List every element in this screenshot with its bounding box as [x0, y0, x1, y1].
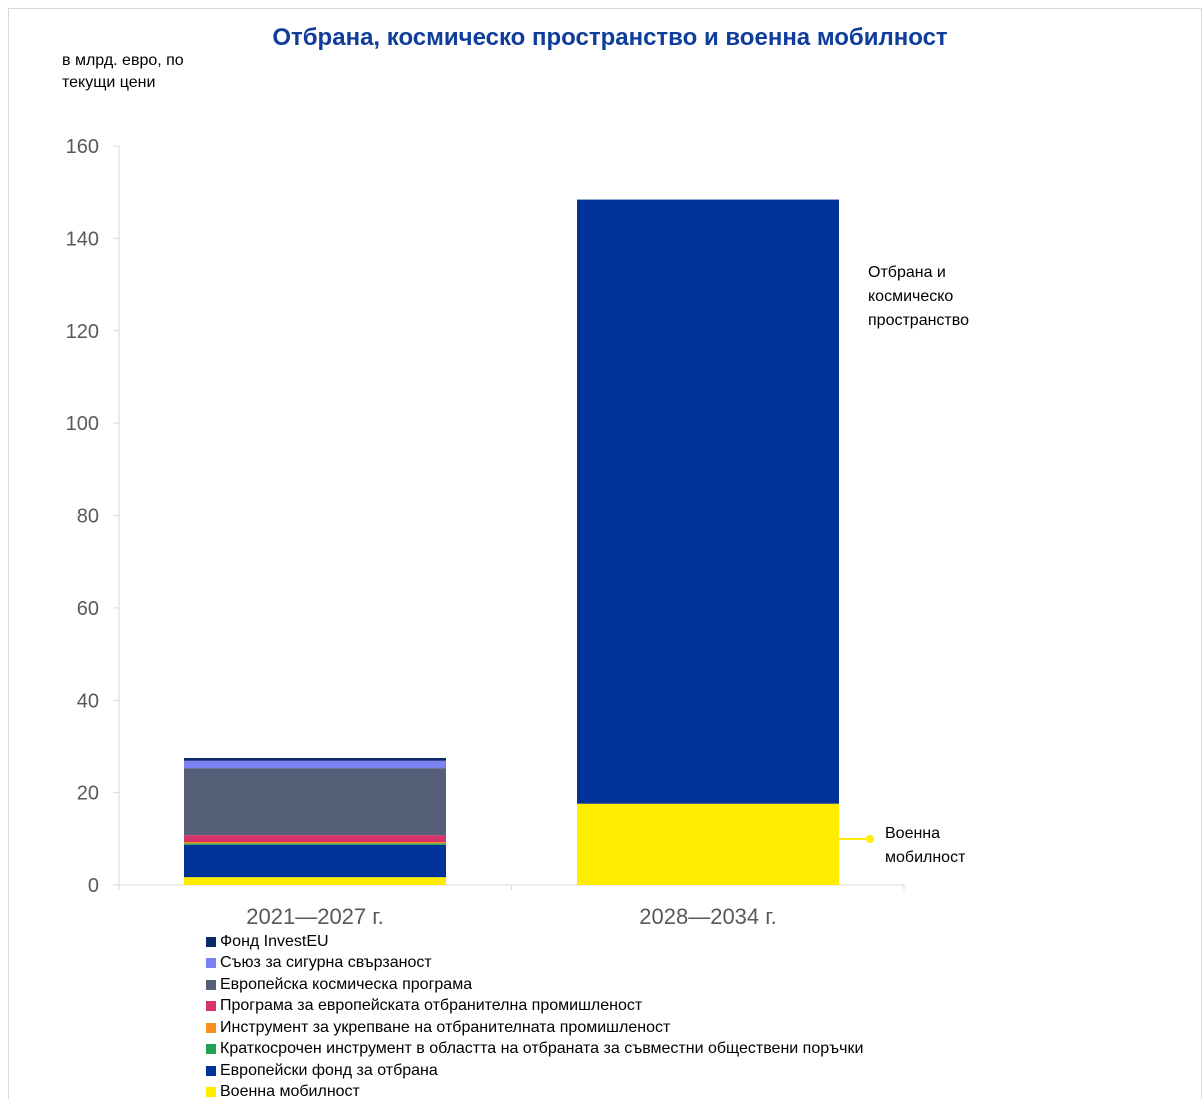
- annotation-military-mobility-line: Военна: [885, 825, 940, 842]
- bar-segment: [184, 758, 446, 761]
- x-tick-label: 2028—2034 г.: [639, 904, 776, 929]
- legend-item: Военна мобилност: [206, 1082, 863, 1103]
- legend-label: Краткосрочен инструмент в областта на от…: [220, 1040, 863, 1058]
- annotation-leader-dot: [866, 835, 874, 843]
- bar-segment: [577, 804, 839, 885]
- annotations-group: Отбрана и космическо пространство Военна моб…: [839, 264, 969, 866]
- annotation-defence-space-line: Отбрана и: [868, 264, 946, 281]
- legend-swatch: [206, 1066, 216, 1076]
- legend-label: Европейска космическа програма: [220, 976, 472, 994]
- legend-item: Съюз за сигурна свързаност: [206, 953, 863, 975]
- y-tick-label: 160: [66, 136, 99, 158]
- y-tick-label: 40: [77, 690, 99, 712]
- legend-item: Европейска космическа програма: [206, 974, 863, 996]
- legend-swatch: [206, 1087, 216, 1097]
- chart-legend: Фонд InvestEU Съюз за сигурна свързаност Е…: [206, 931, 863, 1103]
- bar-segment: [577, 200, 839, 804]
- x-tick-label: 2021—2027 г.: [246, 904, 383, 929]
- bar-segment: [184, 845, 446, 877]
- legend-label: Инструмент за укрепване на отбранителнат…: [220, 1019, 670, 1037]
- legend-item: Фонд InvestEU: [206, 931, 863, 953]
- legend-item: Краткосрочен инструмент в областта на от…: [206, 1039, 863, 1061]
- y-tick-label: 60: [77, 598, 99, 620]
- legend-swatch: [206, 1023, 216, 1033]
- bar-segment: [184, 842, 446, 843]
- legend-label: Съюз за сигурна свързаност: [220, 954, 432, 972]
- legend-item: Инструмент за укрепване на отбранителнат…: [206, 1017, 863, 1039]
- legend-swatch: [206, 1001, 216, 1011]
- bar-segment: [184, 835, 446, 842]
- bar-segment: [184, 877, 446, 885]
- y-tick-label: 80: [77, 506, 99, 528]
- legend-label: Фонд InvestEU: [220, 933, 329, 951]
- y-tick-label: 0: [88, 875, 99, 897]
- bar-segment: [184, 843, 446, 844]
- y-tick-label: 100: [66, 413, 99, 435]
- legend-label: Програма за европейската отбранителна пр…: [220, 997, 642, 1015]
- bar-segment: [184, 768, 446, 835]
- legend-item: Европейски фонд за отбрана: [206, 1060, 863, 1082]
- legend-label: Европейски фонд за отбрана: [220, 1062, 438, 1080]
- legend-swatch: [206, 980, 216, 990]
- bar-segment: [184, 761, 446, 768]
- legend-swatch: [206, 937, 216, 947]
- legend-swatch: [206, 1044, 216, 1054]
- y-tick-label: 120: [66, 321, 99, 343]
- annotation-defence-space-line: космическо: [868, 288, 953, 305]
- bars-group: [184, 200, 839, 885]
- annotation-defence-space-line: пространство: [868, 312, 969, 329]
- legend-item: Програма за европейската отбранителна пр…: [206, 996, 863, 1018]
- annotation-military-mobility-line: мобилност: [885, 849, 966, 866]
- legend-swatch: [206, 958, 216, 968]
- y-tick-label: 140: [66, 228, 99, 250]
- y-tick-label: 20: [77, 783, 99, 805]
